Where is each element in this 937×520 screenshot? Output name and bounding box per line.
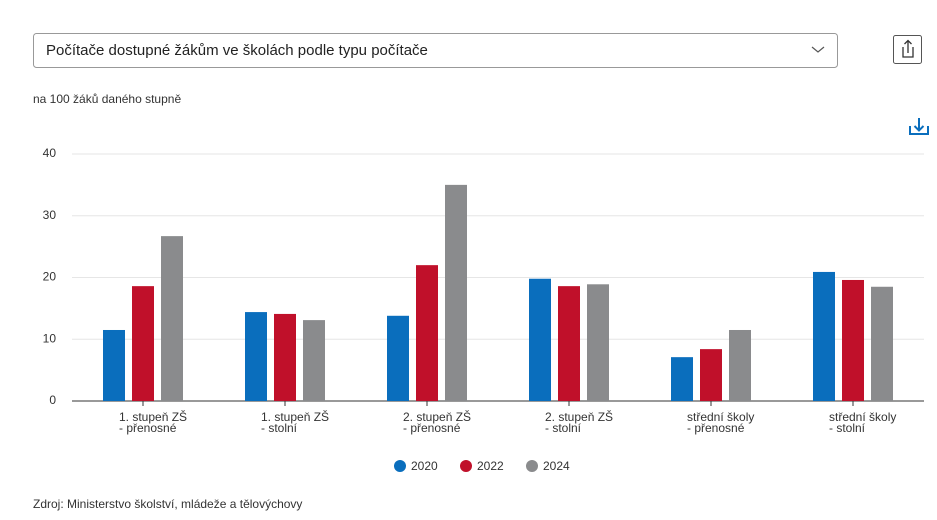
bar <box>587 284 609 401</box>
bar <box>813 271 835 401</box>
bar <box>132 286 154 401</box>
bar <box>871 286 893 401</box>
bar <box>274 313 296 401</box>
x-tick-label: 2. stupeň ZŠ <box>403 409 471 424</box>
bar <box>416 265 438 401</box>
legend-marker <box>460 460 472 472</box>
y-tick-label: 10 <box>43 331 57 345</box>
dropdown-arrow <box>811 46 825 53</box>
legend-marker <box>526 460 538 472</box>
legend-label: 2022 <box>477 459 504 473</box>
x-tick-label: - stolní <box>829 421 866 435</box>
source: Zdroj: Ministerstvo školství, mládeže a … <box>33 497 302 511</box>
x-tick-label: - stolní <box>545 421 582 435</box>
share-icon <box>902 39 914 58</box>
y-tick-label: 40 <box>43 146 57 160</box>
bar <box>103 329 125 401</box>
x-tick-label: 1. stupeň ZŠ <box>119 409 187 424</box>
legend-marker <box>394 460 406 472</box>
x-tick-label: střední školy <box>687 410 754 424</box>
x-tick-label: - přenosné <box>403 421 461 435</box>
y-tick-label: 20 <box>43 270 57 284</box>
bar <box>700 349 722 401</box>
x-tick-label: střední školy <box>829 410 896 424</box>
bar <box>558 286 580 401</box>
y-tick-label: 0 <box>49 393 56 407</box>
download-button[interactable] <box>909 118 929 135</box>
bar <box>529 278 551 401</box>
x-tick-label: 2. stupeň ZŠ <box>545 409 613 424</box>
x-tick-label: - stolní <box>261 421 298 435</box>
dropdown[interactable] <box>33 33 838 68</box>
x-tick-label: - přenosné <box>119 421 177 435</box>
y-tick-label: 30 <box>43 208 57 222</box>
bar <box>729 329 751 401</box>
legend-label: 2024 <box>543 459 570 473</box>
x-tick-label: 1. stupeň ZŠ <box>261 409 329 424</box>
bar <box>161 236 183 401</box>
chart-title: Počítače dostupné žákům ve školách podle… <box>46 42 428 59</box>
subtitle: na 100 žáků daného stupně <box>33 92 181 106</box>
bar <box>303 320 325 401</box>
bar <box>842 279 864 401</box>
x-tick-label: - přenosné <box>687 421 745 435</box>
bar <box>387 315 409 401</box>
bar <box>445 184 467 401</box>
bar <box>245 312 267 401</box>
bar <box>671 357 693 401</box>
legend-label: 2020 <box>411 459 438 473</box>
